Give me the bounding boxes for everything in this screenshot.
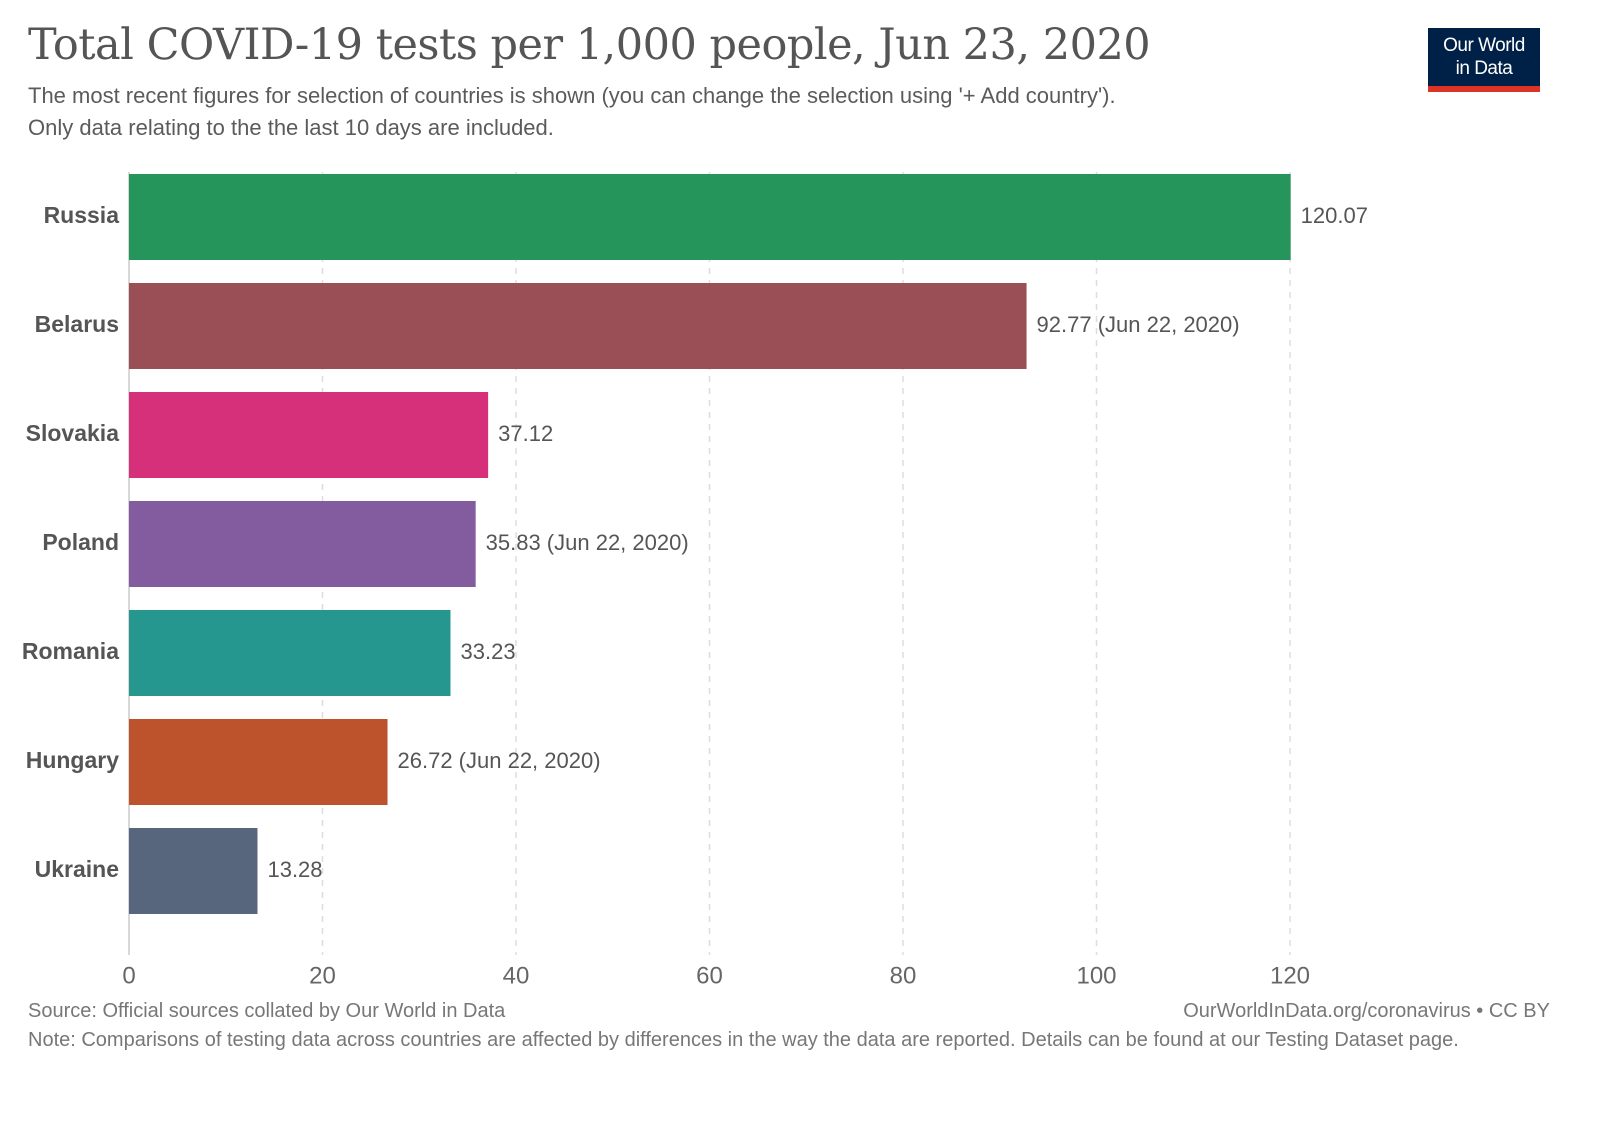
bars — [129, 174, 1291, 914]
footer-source: Source: Official sources collated by Our… — [28, 1000, 506, 1022]
value-label: 26.72 (Jun 22, 2020) — [398, 748, 601, 773]
footer-url[interactable]: OurWorldInData.org/coronavirus • CC BY — [1183, 1000, 1550, 1022]
category-label: Belarus — [35, 311, 119, 337]
bar-slovakia[interactable] — [129, 392, 489, 478]
category-label: Romania — [22, 638, 119, 664]
category-label: Poland — [42, 529, 119, 555]
subtitle-line-1: The most recent figures for selection of… — [28, 83, 1116, 108]
owid-logo[interactable]: Our World in Data — [1428, 28, 1540, 92]
x-tick-label: 20 — [309, 962, 336, 989]
logo-line-1: Our World — [1443, 35, 1525, 56]
bar-romania[interactable] — [129, 610, 451, 696]
logo-line-2: in Data — [1455, 58, 1513, 79]
bar-hungary[interactable] — [129, 719, 388, 805]
x-tick-label: 40 — [503, 962, 530, 989]
x-tick-label: 120 — [1270, 962, 1310, 989]
bar-poland[interactable] — [129, 501, 476, 587]
footer-note: Note: Comparisons of testing data across… — [28, 1029, 1459, 1051]
value-label: 33.23 — [461, 639, 516, 664]
category-labels: Russia Belarus Slovakia Poland Romania Hungar… — [22, 202, 119, 882]
x-tick-label: 80 — [890, 962, 917, 989]
category-label: Hungary — [26, 747, 120, 773]
x-tick-label: 0 — [122, 962, 135, 989]
bar-ukraine[interactable] — [129, 828, 258, 914]
value-label: 92.77 (Jun 22, 2020) — [1037, 312, 1240, 337]
bar-chart: Russia Belarus Slovakia Poland Romania Hungar… — [22, 172, 1368, 989]
category-label: Slovakia — [26, 420, 120, 446]
value-label: 13.28 — [267, 857, 322, 882]
category-label: Ukraine — [35, 856, 119, 882]
x-axis-ticks: 0 20 40 60 80 100 120 — [122, 962, 1310, 989]
x-tick-label: 60 — [696, 962, 723, 989]
value-labels: 120.07 92.77 (Jun 22, 2020) 37.12 35.83 (Ju… — [267, 203, 1367, 882]
value-label: 37.12 — [498, 421, 553, 446]
bar-belarus[interactable] — [129, 283, 1027, 369]
category-label: Russia — [44, 202, 120, 228]
chart-subtitle: The most recent figures for selection of… — [28, 80, 1116, 144]
x-tick-label: 100 — [1076, 962, 1116, 989]
value-label: 35.83 (Jun 22, 2020) — [486, 530, 689, 555]
bar-russia[interactable] — [129, 174, 1291, 260]
value-label: 120.07 — [1301, 203, 1368, 228]
subtitle-line-2: Only data relating to the the last 10 da… — [28, 115, 554, 140]
chart-title: Total COVID-19 tests per 1,000 people, J… — [28, 20, 1151, 70]
